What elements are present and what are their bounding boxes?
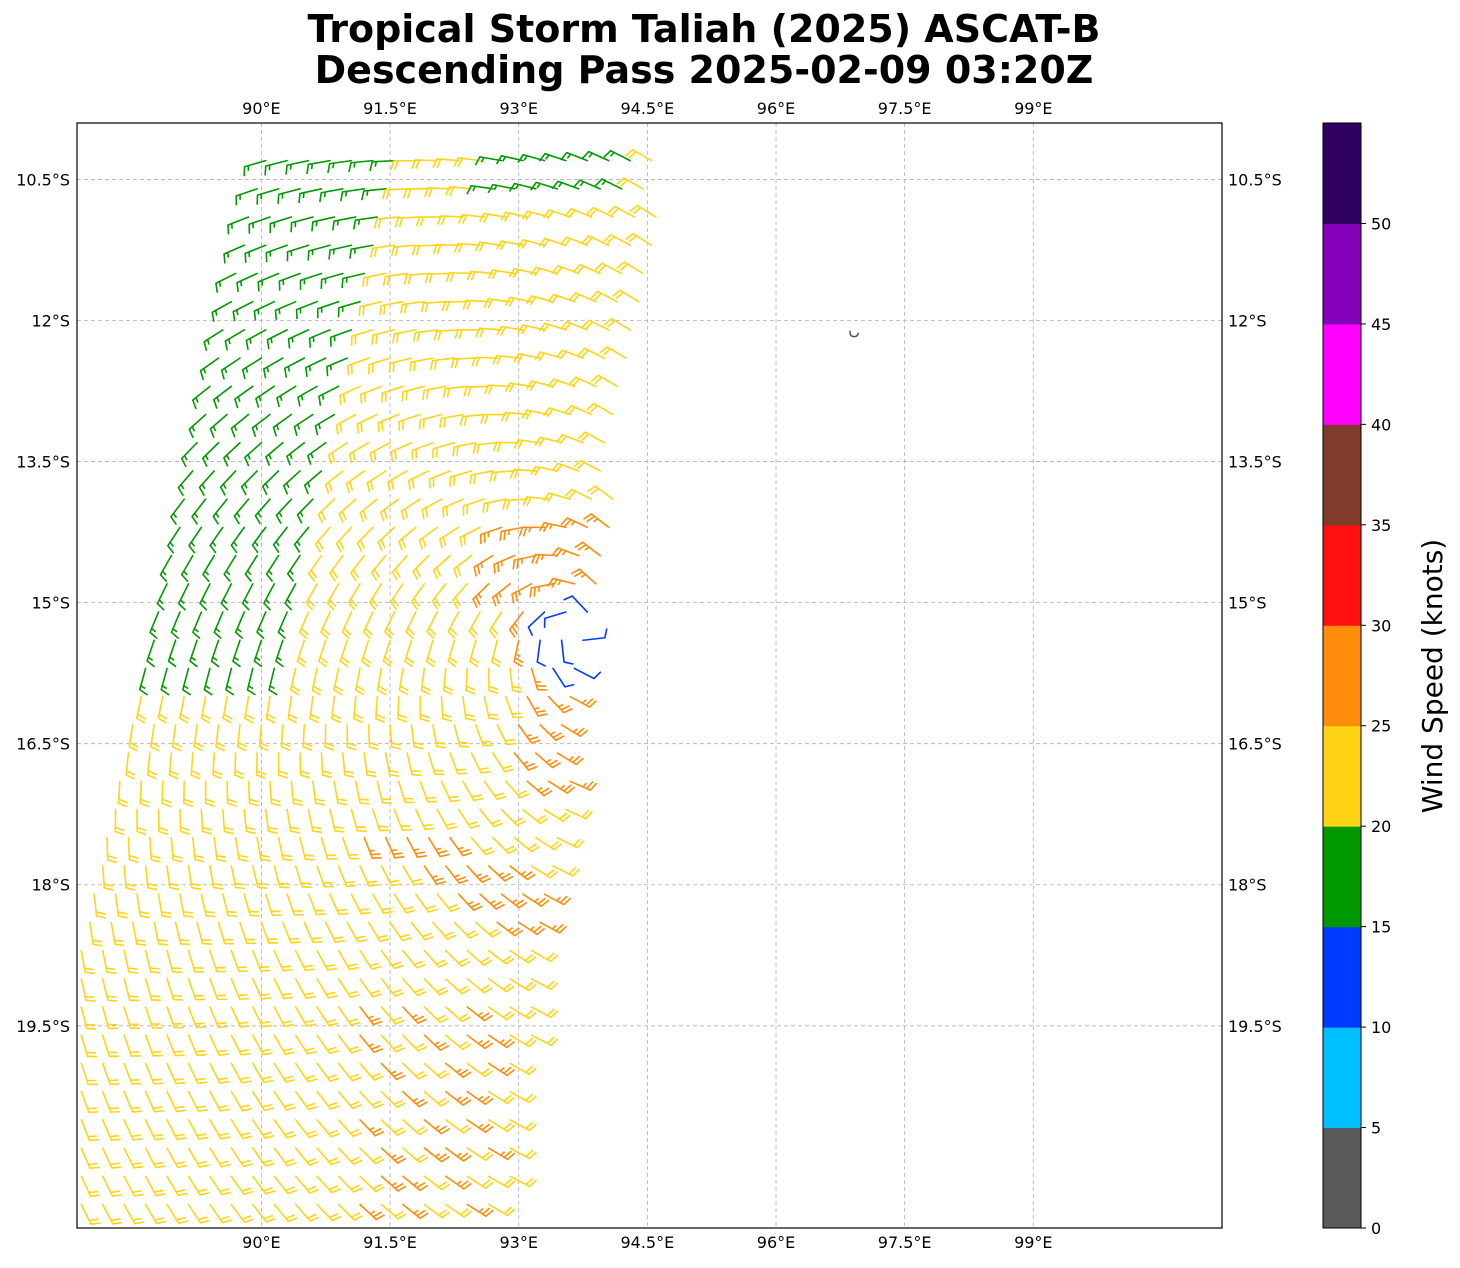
colorbar-bin (1323, 826, 1361, 927)
colorbar-bin (1323, 625, 1361, 726)
lon-tick-label-top: 94.5°E (620, 99, 674, 118)
lat-tick-label-right: 16.5°S (1228, 735, 1282, 754)
colorbar-bin (1323, 927, 1361, 1028)
lat-tick-label-right: 18°S (1228, 876, 1267, 895)
lat-tick-label-left: 10.5°S (16, 170, 70, 189)
colorbar-bin (1323, 424, 1361, 525)
lat-tick-label-left: 15°S (31, 594, 70, 613)
colorbar-bin (1323, 726, 1361, 827)
colorbar-bin (1323, 1128, 1361, 1229)
lat-tick-label-left: 19.5°S (16, 1017, 70, 1036)
colorbar-bin (1323, 1027, 1361, 1128)
colorbar: 0 5 10 15 20 25 30 35 40 45 50 (1323, 123, 1391, 1238)
lon-tick-label-top: 99°E (1014, 99, 1052, 118)
map-background (77, 123, 1222, 1228)
lon-tick-label-bottom: 94.5°E (620, 1233, 674, 1252)
lat-tick-label-left: 16.5°S (16, 735, 70, 754)
colorbar-bin (1323, 324, 1361, 425)
lat-tick-label-left: 13.5°S (16, 453, 70, 472)
lon-tick-label-top: 96°E (757, 99, 795, 118)
colorbar-tick-label: 25 (1371, 717, 1391, 736)
colorbar-tick-label: 40 (1371, 415, 1391, 434)
colorbar-bin (1323, 223, 1361, 324)
colorbar-tick-label: 45 (1371, 315, 1391, 334)
colorbar-tick-label: 15 (1371, 918, 1391, 937)
lat-tick-label-left: 18°S (31, 876, 70, 895)
lon-tick-label-bottom: 96°E (757, 1233, 795, 1252)
lon-tick-label-top: 93°E (499, 99, 537, 118)
lat-tick-label-right: 13.5°S (1228, 453, 1282, 472)
colorbar-tick-label: 5 (1371, 1119, 1381, 1138)
lat-tick-label-left: 12°S (31, 311, 70, 330)
colorbar-tick-label: 10 (1371, 1018, 1391, 1037)
lon-tick-label-bottom: 99°E (1014, 1233, 1052, 1252)
lat-tick-label-right: 10.5°S (1228, 170, 1282, 189)
lon-tick-label-top: 91.5°E (363, 99, 417, 118)
title-line-2: Descending Pass 2025-02-09 03:20Z (315, 48, 1094, 92)
colorbar-tick-label: 35 (1371, 516, 1391, 535)
lat-tick-label-right: 19.5°S (1228, 1017, 1282, 1036)
lon-tick-label-bottom: 93°E (499, 1233, 537, 1252)
colorbar-label: Wind Speed (knots) (1416, 539, 1449, 813)
colorbar-bin (1323, 123, 1361, 224)
colorbar-tick-label: 20 (1371, 817, 1391, 836)
lon-tick-label-bottom: 90°E (242, 1233, 280, 1252)
colorbar-tick-label: 0 (1371, 1219, 1381, 1238)
lat-tick-label-right: 12°S (1228, 311, 1267, 330)
lon-tick-label-top: 90°E (242, 99, 280, 118)
colorbar-tick-label: 30 (1371, 616, 1391, 635)
lat-tick-label-right: 15°S (1228, 594, 1267, 613)
lon-tick-label-top: 97.5°E (878, 99, 932, 118)
lon-tick-label-bottom: 97.5°E (878, 1233, 932, 1252)
colorbar-tick-label: 50 (1371, 214, 1391, 233)
title-line-1: Tropical Storm Taliah (2025) ASCAT-B (307, 7, 1100, 51)
lon-tick-label-bottom: 91.5°E (363, 1233, 417, 1252)
colorbar-bin (1323, 525, 1361, 626)
